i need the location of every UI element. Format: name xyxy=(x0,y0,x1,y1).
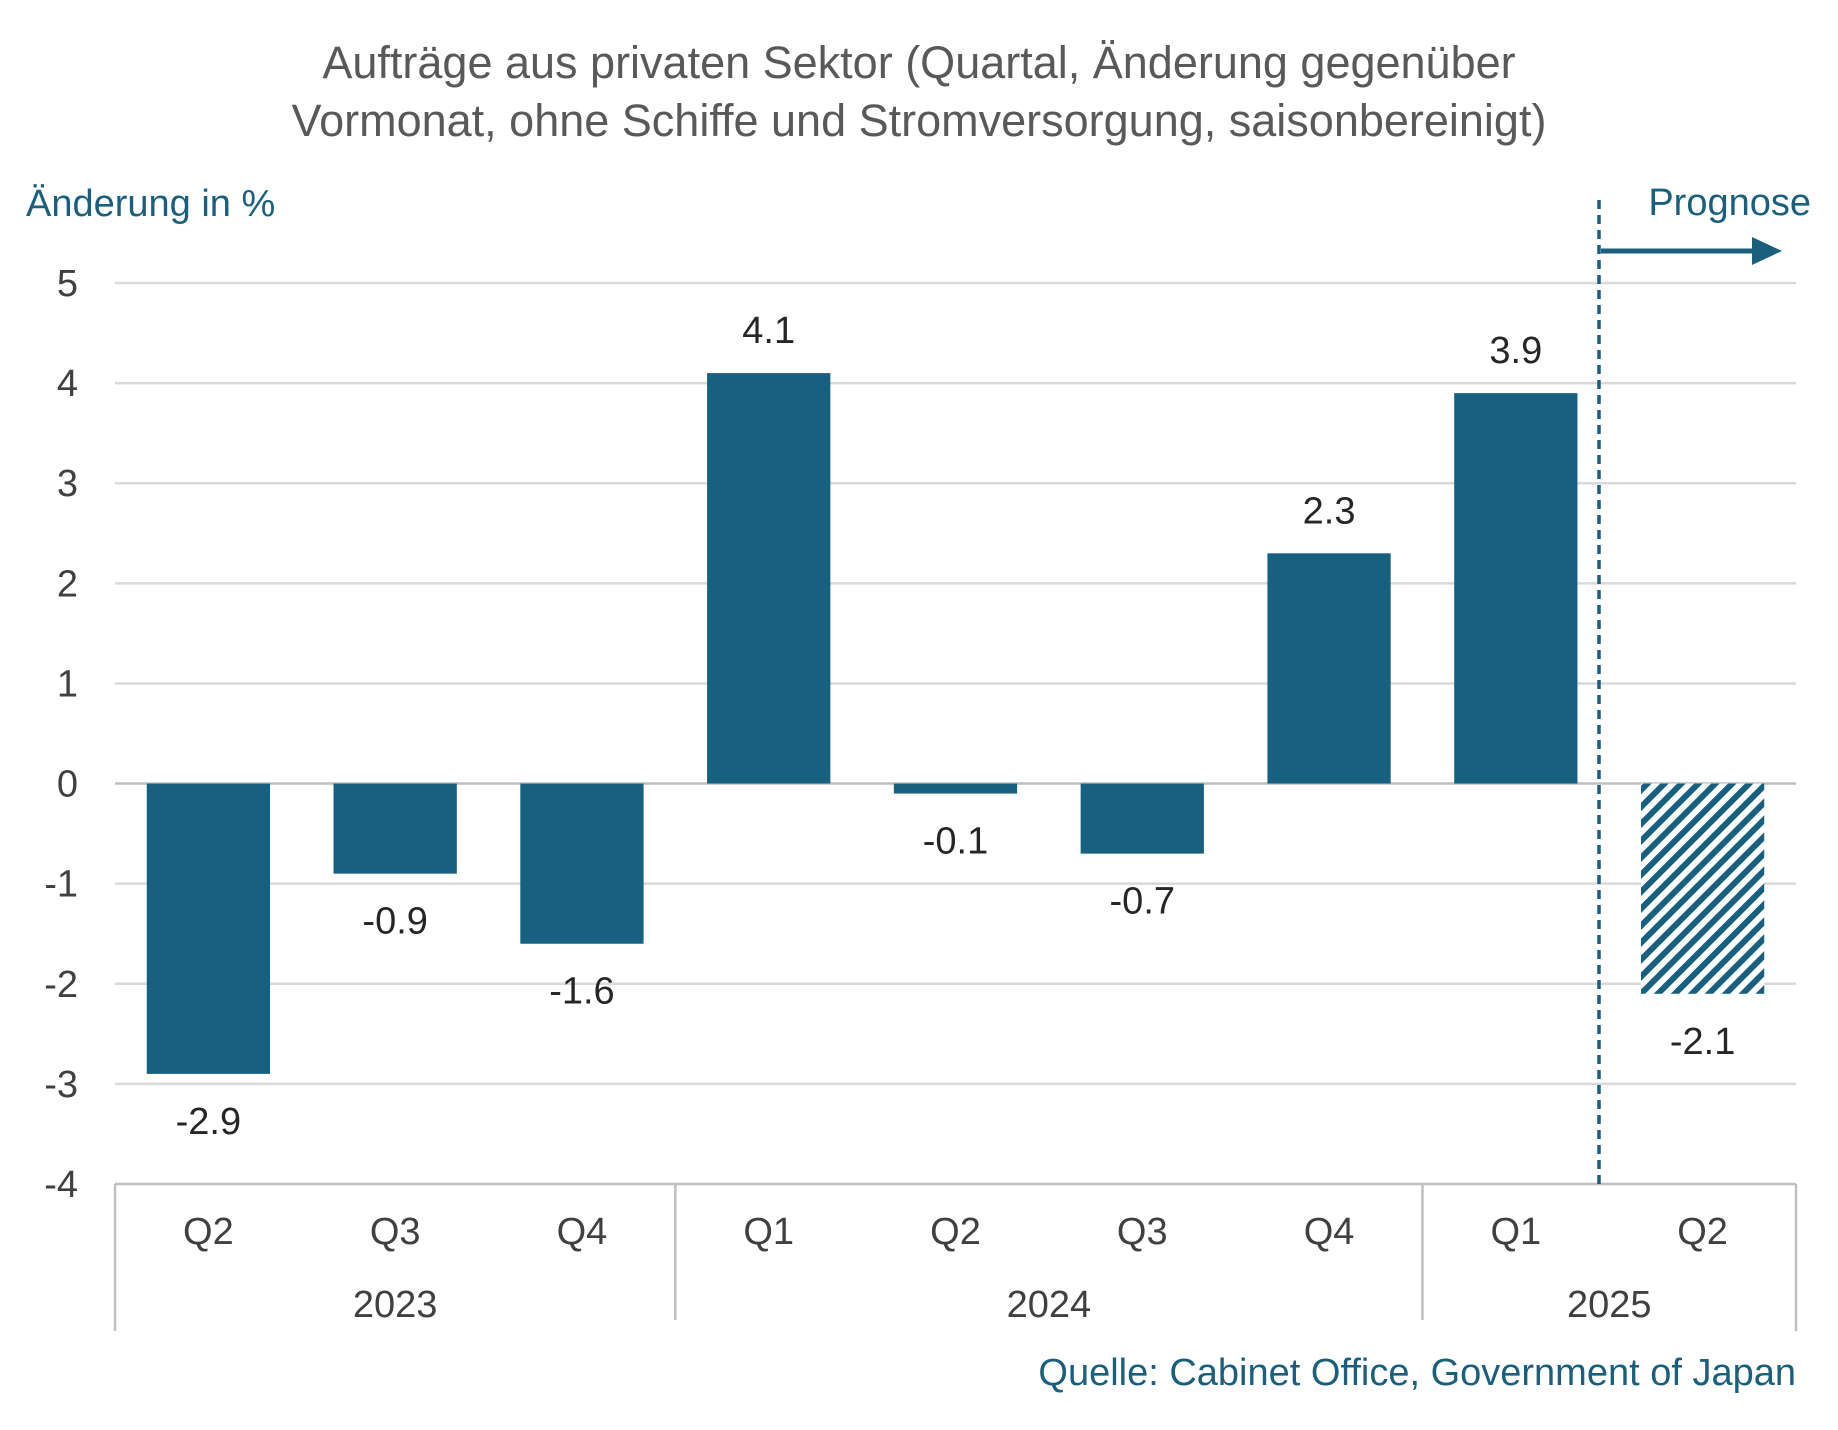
y-tick-label: 2 xyxy=(57,563,78,605)
data-label: -1.6 xyxy=(549,971,614,1013)
y-tick-label: -3 xyxy=(44,1064,78,1106)
year-label: 2024 xyxy=(1007,1284,1092,1326)
data-label: -0.9 xyxy=(362,901,427,943)
y-tick-labels: 5 4 3 2 1 0 -1 -2 -3 -4 xyxy=(44,263,78,1206)
category-label: Q3 xyxy=(370,1211,421,1253)
y-tick-label: -2 xyxy=(44,964,78,1006)
category-label: Q4 xyxy=(557,1211,608,1253)
category-label: Q3 xyxy=(1117,1211,1168,1253)
bar xyxy=(893,783,1018,794)
chart-title-line-2: Vormonat, ohne Schiffe und Stromversorgu… xyxy=(292,95,1547,146)
forecast-arrow-head xyxy=(1752,237,1782,265)
data-label: 3.9 xyxy=(1489,330,1542,372)
category-label: Q2 xyxy=(1677,1211,1728,1253)
y-tick-label: -1 xyxy=(44,864,78,906)
y-tick-label: 1 xyxy=(57,663,78,705)
data-label: -0.7 xyxy=(1110,881,1175,923)
source-note: Quelle: Cabinet Office, Government of Ja… xyxy=(1038,1352,1796,1394)
forecast-label: Prognose xyxy=(1648,182,1811,224)
category-label: Q2 xyxy=(183,1211,234,1253)
bar xyxy=(333,783,457,874)
data-label: 4.1 xyxy=(742,310,795,352)
forecast-bar xyxy=(1640,783,1765,994)
category-label: Q1 xyxy=(743,1211,794,1253)
data-label: -0.1 xyxy=(923,821,988,863)
bar xyxy=(707,373,831,784)
bars xyxy=(146,373,1765,1074)
category-label: Q2 xyxy=(930,1211,981,1253)
bar xyxy=(520,783,644,944)
y-tick-label: -4 xyxy=(44,1164,78,1206)
bar xyxy=(1454,393,1578,784)
y-tick-label: 4 xyxy=(57,363,78,405)
bar xyxy=(1080,783,1204,854)
x-axis: Q2 Q3 Q4 Q1 Q2 Q3 Q4 Q1 Q2 2023 2024 2025 xyxy=(113,1182,1798,1331)
chart-title-line-1: Aufträge aus privaten Sektor (Quartal, Ä… xyxy=(322,37,1515,88)
data-labels: -2.9 -0.9 -1.6 4.1 -0.1 -0.7 2.3 3.9 -2.1 xyxy=(176,310,1736,1143)
data-label: 2.3 xyxy=(1303,490,1356,532)
y-tick-label: 5 xyxy=(57,263,78,305)
y-tick-label: 3 xyxy=(57,463,78,505)
category-label: Q4 xyxy=(1304,1211,1355,1253)
year-label: 2025 xyxy=(1567,1284,1652,1326)
category-label: Q1 xyxy=(1490,1211,1541,1253)
y-tick-label: 0 xyxy=(57,764,78,806)
year-label: 2023 xyxy=(353,1284,438,1326)
y-axis-label: Änderung in % xyxy=(26,183,275,225)
data-label: -2.1 xyxy=(1670,1021,1735,1063)
data-label: -2.9 xyxy=(176,1101,241,1143)
bar xyxy=(1267,553,1391,784)
bar xyxy=(146,783,271,1074)
